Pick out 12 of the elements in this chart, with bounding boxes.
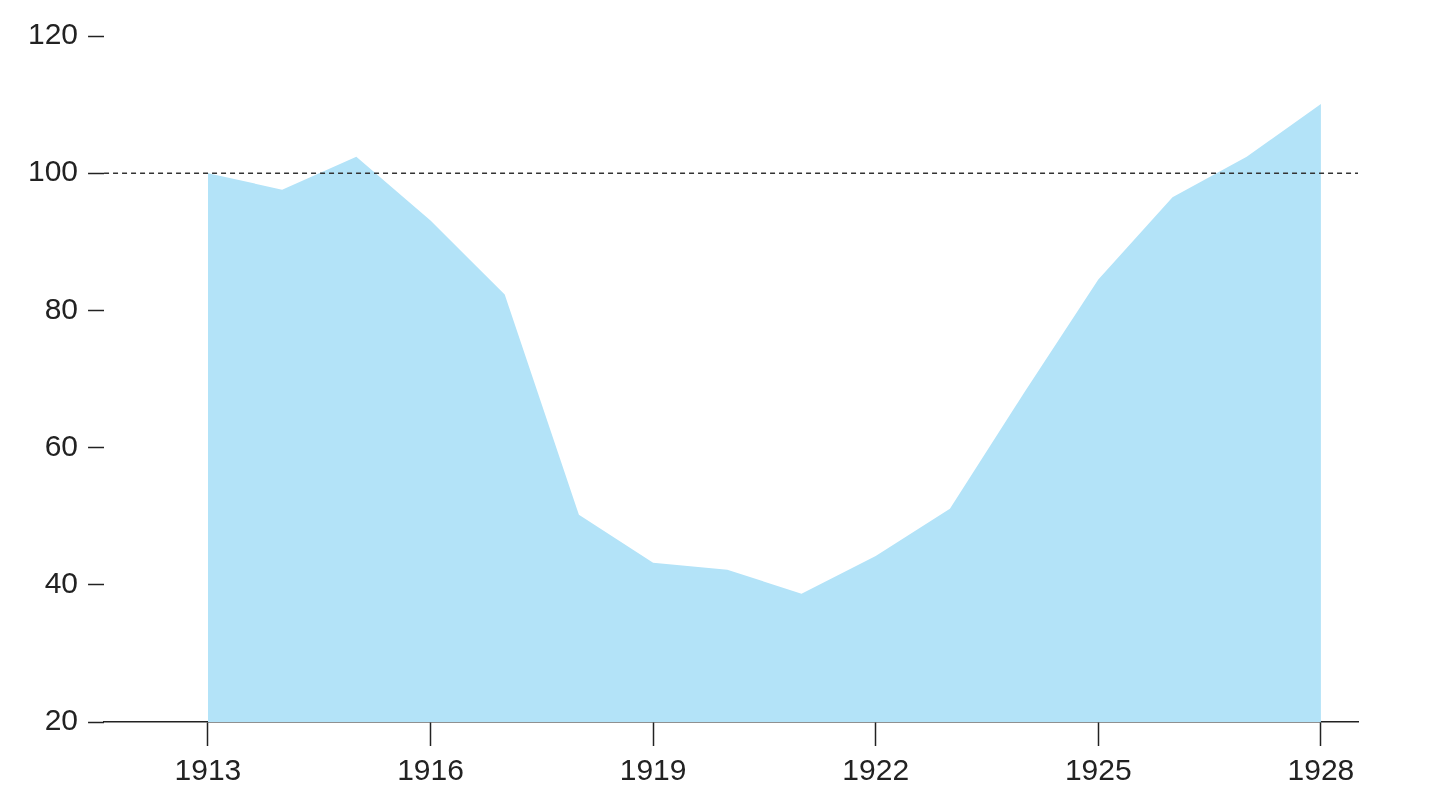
y-tick-label: 20 xyxy=(44,703,79,737)
x-tick-label: 1913 xyxy=(174,753,242,787)
y-tick-label: 100 xyxy=(27,154,79,188)
y-tick-label: 120 xyxy=(27,17,79,51)
x-tick-label: 1916 xyxy=(397,753,464,787)
x-tick-label: 1922 xyxy=(842,753,910,787)
y-tick-label: 80 xyxy=(44,291,79,325)
y-tick-label: 60 xyxy=(44,428,79,462)
x-tick-label: 1919 xyxy=(619,753,687,787)
x-tick-label: 1925 xyxy=(1064,753,1132,787)
x-tick-label: 1928 xyxy=(1287,753,1355,787)
y-tick-label: 40 xyxy=(44,566,79,600)
